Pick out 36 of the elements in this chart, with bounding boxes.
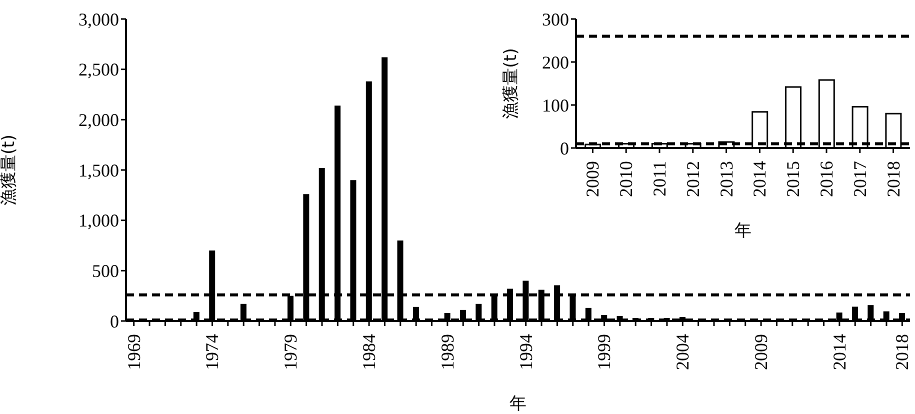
y-tick-label: 3,000 [78, 9, 119, 30]
x-tick-label: 2009 [582, 161, 603, 197]
x-tick-label: 2004 [672, 334, 693, 370]
x-tick-label: 2018 [883, 161, 904, 197]
y-tick-label: 0 [560, 138, 569, 158]
x-tick-label: 1999 [594, 334, 614, 370]
y-axis-title: 漁獲量(t) [0, 134, 20, 206]
x-tick-label: 2012 [682, 161, 703, 197]
y-tick-label: 2,000 [78, 110, 119, 130]
x-tick-label: 1974 [202, 334, 222, 370]
x-tick-label: 2014 [829, 334, 850, 370]
x-tick-label: 1989 [437, 334, 458, 370]
x-tick-label: 2009 [751, 334, 772, 370]
x-tick-label: 2011 [650, 161, 670, 196]
y-tick-label: 1,000 [78, 210, 119, 231]
x-axis-title: 年 [510, 394, 526, 414]
y-tick-label: 500 [92, 261, 119, 282]
y-tick-label: 300 [542, 9, 569, 30]
x-tick-label: 2016 [816, 161, 836, 197]
y-axis-title: 漁獲量(t) [501, 48, 522, 119]
x-tick-label: 2014 [750, 161, 770, 197]
y-tick-label: 200 [542, 52, 569, 72]
x-tick-label: 2018 [892, 334, 912, 370]
y-tick-label: 2,500 [78, 60, 119, 80]
x-tick-label: 2017 [850, 161, 870, 197]
x-tick-label: 2015 [783, 161, 804, 197]
x-tick-label: 1984 [359, 334, 380, 370]
x-axis-title: 年 [734, 221, 752, 241]
x-tick-label: 2013 [716, 161, 736, 197]
x-tick-label: 1979 [280, 334, 301, 370]
x-tick-label: 1969 [124, 334, 144, 370]
x-tick-label: 2010 [616, 161, 636, 197]
y-tick-label: 0 [110, 311, 119, 332]
y-tick-label: 1,500 [78, 160, 119, 180]
y-tick-label: 100 [542, 95, 569, 116]
x-tick-label: 1994 [516, 334, 536, 370]
